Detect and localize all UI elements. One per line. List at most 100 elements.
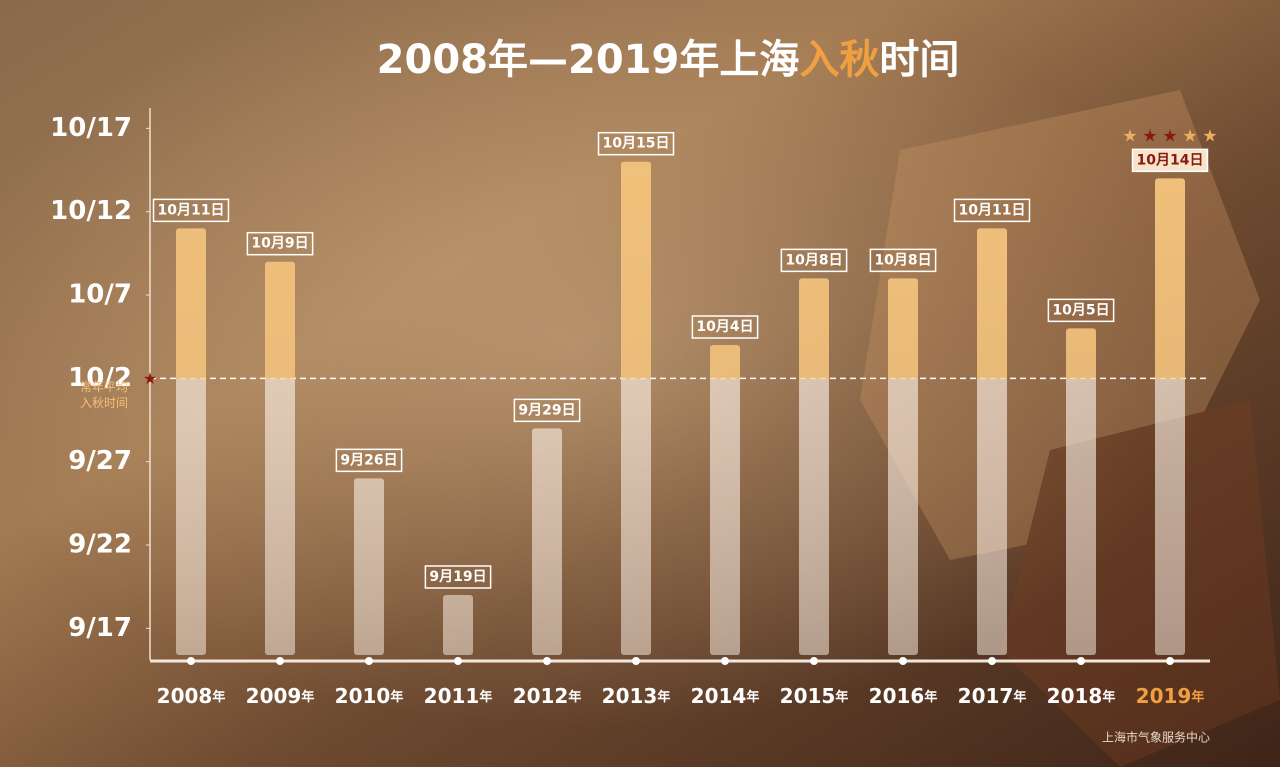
value-label-box [1047, 298, 1115, 323]
year-number: 2013 [602, 684, 658, 708]
x-tick-label: 2018年 [1047, 684, 1116, 708]
bar [1066, 328, 1096, 655]
value-label-box [869, 248, 937, 273]
highlight-star: ★ [1202, 126, 1217, 146]
year-unit: 年 [746, 689, 759, 705]
year-number: 2019 [1136, 684, 1192, 708]
x-axis-dot [899, 657, 907, 665]
y-tick-label: 9/22 [68, 530, 132, 560]
bar [621, 161, 651, 655]
x-tick-label: 2009年 [246, 684, 315, 708]
source: 上海市气象服务中心 [1102, 730, 1210, 745]
highlight-star: ★ [1142, 126, 1157, 146]
chart-title: 2008年—2019年上海入秋时间 [377, 37, 960, 83]
x-tick-label: 2008年 [157, 684, 226, 708]
bar [799, 278, 829, 655]
year-number: 2015 [780, 684, 836, 708]
x-axis-dot [1166, 657, 1174, 665]
value-label: 10月4日 [696, 319, 753, 335]
y-tick-label: 10/17 [50, 113, 132, 143]
year-unit: 年 [1013, 689, 1026, 705]
bar [176, 228, 206, 656]
value-label: 10月9日 [251, 236, 308, 252]
x-axis-dot [721, 657, 729, 665]
year-unit: 年 [924, 689, 937, 705]
value-label: 10月15日 [603, 136, 670, 152]
y-tick-label: 9/17 [68, 613, 132, 643]
value-label-box [424, 565, 492, 589]
value-label: 9月19日 [429, 569, 486, 585]
bar [977, 228, 1007, 656]
bar [532, 428, 562, 655]
bar [265, 261, 295, 655]
x-tick-label: 2012年 [513, 684, 582, 708]
year-unit: 年 [390, 689, 403, 705]
year-number: 2009 [246, 684, 302, 708]
year-number: 2018 [1047, 684, 1103, 708]
year-number: 2010 [335, 684, 391, 708]
year-unit: 年 [301, 689, 314, 705]
y-tick-label: 9/27 [68, 446, 132, 476]
highlight-star: ★ [1122, 126, 1137, 146]
average-star: ★ [143, 369, 157, 388]
value-label-box [152, 198, 230, 223]
x-tick-label: 2015年 [780, 684, 849, 708]
year-unit: 年 [835, 689, 848, 705]
value-label-box [691, 315, 759, 339]
value-label-box [953, 198, 1031, 223]
year-unit: 年 [1191, 689, 1204, 705]
value-label-box [1131, 148, 1209, 173]
year-unit: 年 [1102, 689, 1115, 705]
value-label: 10月14日 [1137, 152, 1204, 168]
value-label: 10月11日 [959, 202, 1026, 218]
average-label: 入秋时间 [80, 396, 128, 410]
year-unit: 年 [212, 689, 225, 705]
y-tick-label: 10/12 [50, 196, 132, 226]
x-tick-label: 2016年 [869, 684, 938, 708]
x-axis-dot [365, 657, 373, 665]
value-label-box [597, 131, 675, 156]
x-axis-dot [454, 657, 462, 665]
value-label: 10月8日 [874, 252, 931, 268]
x-tick-label: 2010年 [335, 684, 404, 708]
x-axis-dot [810, 657, 818, 665]
x-axis-dot [543, 657, 551, 665]
year-unit: 年 [479, 689, 492, 705]
x-tick-label: 2011年 [424, 684, 493, 708]
value-label-box [335, 448, 403, 473]
highlight-star: ★ [1182, 126, 1197, 146]
x-tick-label: 2014年 [691, 684, 760, 708]
value-label: 9月26日 [340, 452, 397, 468]
value-label: 10月11日 [158, 202, 225, 218]
bar [888, 278, 918, 655]
x-axis-dot [1077, 657, 1085, 665]
highlight-star: ★ [1162, 126, 1177, 146]
year-number: 2008 [157, 684, 213, 708]
value-label: 10月8日 [785, 252, 842, 268]
title-part: 时间 [879, 37, 959, 83]
x-axis-dot [187, 657, 195, 665]
value-label: 9月29日 [518, 402, 575, 418]
bar [710, 345, 740, 655]
year-number: 2014 [691, 684, 747, 708]
x-tick-label: 2013年 [602, 684, 671, 708]
x-tick-label: 2019年 [1136, 684, 1205, 708]
year-unit: 年 [657, 689, 670, 705]
year-number: 2011 [424, 684, 480, 708]
year-number: 2016 [869, 684, 925, 708]
value-label: 10月5日 [1052, 302, 1109, 318]
x-axis-dot [988, 657, 996, 665]
bar [354, 478, 384, 655]
bar [443, 595, 473, 655]
title-part: 2008年—2019年上海 [377, 37, 800, 83]
x-axis-dot [632, 657, 640, 665]
year-number: 2017 [958, 684, 1014, 708]
year-unit: 年 [568, 689, 581, 705]
x-axis-dot [276, 657, 284, 665]
value-label-box [513, 398, 581, 423]
average-label: 常年平均 [80, 380, 128, 394]
year-number: 2012 [513, 684, 569, 708]
y-tick-label: 10/2 [68, 363, 132, 393]
